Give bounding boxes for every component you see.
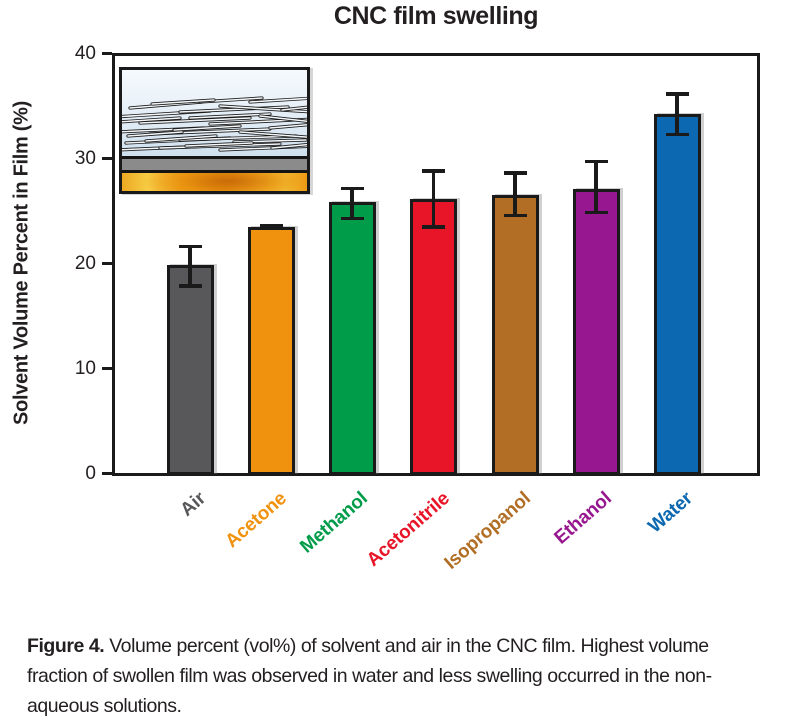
bar-methanol xyxy=(328,201,376,475)
error-bar-cap-bottom-ethanol xyxy=(584,210,608,215)
caption-figure-label: Figure 4. xyxy=(27,635,105,657)
x-label-methanol: Methanol xyxy=(296,488,372,558)
bar-acetone xyxy=(247,226,295,475)
error-bar-cap-bottom-acetonitrile xyxy=(422,225,445,229)
y-tick-label-40: 40 xyxy=(74,42,96,64)
gold-layer-illustration xyxy=(122,173,307,191)
error-bar-cap-bottom-water xyxy=(665,132,689,137)
error-bar-stem-water xyxy=(675,92,679,137)
error-bar-isopropanol xyxy=(503,171,527,218)
solvent-layer-illustration xyxy=(122,70,307,156)
caption-line-1: Figure 4. Volume percent (vol%) of solve… xyxy=(27,631,787,661)
y-tick-label-30: 30 xyxy=(74,147,96,169)
error-bar-cap-bottom-air xyxy=(178,284,202,288)
y-tick-mark-10 xyxy=(102,367,112,370)
bar-isopropanol xyxy=(491,195,539,475)
error-bar-methanol xyxy=(340,186,364,221)
error-bar-ethanol xyxy=(584,159,608,215)
bar-ethanol xyxy=(572,188,620,475)
error-bar-air xyxy=(178,244,202,288)
y-tick-mark-20 xyxy=(102,262,112,265)
x-label-acetone: Acetone xyxy=(221,488,291,553)
error-bar-stem-methanol xyxy=(350,186,354,221)
cnc-film-schematic-inset xyxy=(119,67,310,194)
x-label-ethanol: Ethanol xyxy=(550,488,616,549)
error-bar-acetonitrile xyxy=(422,169,445,229)
error-bar-stem-air xyxy=(188,244,192,288)
error-bar-stem-acetonitrile xyxy=(431,169,436,229)
bar-acetonitrile xyxy=(410,199,457,475)
caption-line-3: aqueous solutions. xyxy=(27,695,182,717)
cnc-rods-illustration xyxy=(122,96,307,152)
chart-title: CNC film swelling xyxy=(333,2,539,30)
x-label-isopropanol: Isopropanol xyxy=(440,488,535,574)
y-tick-mark-30 xyxy=(102,157,112,160)
y-tick-label-20: 20 xyxy=(74,252,96,274)
bar-water xyxy=(653,114,701,475)
x-label-water: Water xyxy=(644,488,697,538)
x-label-acetonitrile: Acetonitrile xyxy=(362,488,454,571)
error-bar-water xyxy=(665,92,689,137)
error-bar-cap-bottom-acetone xyxy=(259,226,283,230)
bar-air xyxy=(166,264,214,475)
error-bar-acetone xyxy=(259,223,283,230)
y-tick-mark-40 xyxy=(102,52,112,55)
x-label-air: Air xyxy=(176,488,210,521)
error-bar-cap-bottom-methanol xyxy=(340,216,364,221)
error-bar-stem-ethanol xyxy=(594,159,598,215)
y-tick-label-10: 10 xyxy=(74,357,96,379)
y-tick-mark-0 xyxy=(102,472,112,475)
y-tick-label-0: 0 xyxy=(85,462,96,484)
substrate-layer-illustration xyxy=(122,156,307,173)
caption-line-1-text: Volume percent (vol%) of solvent and air… xyxy=(109,635,709,657)
caption-line-2: fraction of swollen film was observed in… xyxy=(27,665,712,687)
error-bar-cap-bottom-isopropanol xyxy=(503,213,527,218)
error-bar-stem-isopropanol xyxy=(513,171,517,218)
figure-caption: Figure 4. Volume percent (vol%) of solve… xyxy=(27,631,787,721)
